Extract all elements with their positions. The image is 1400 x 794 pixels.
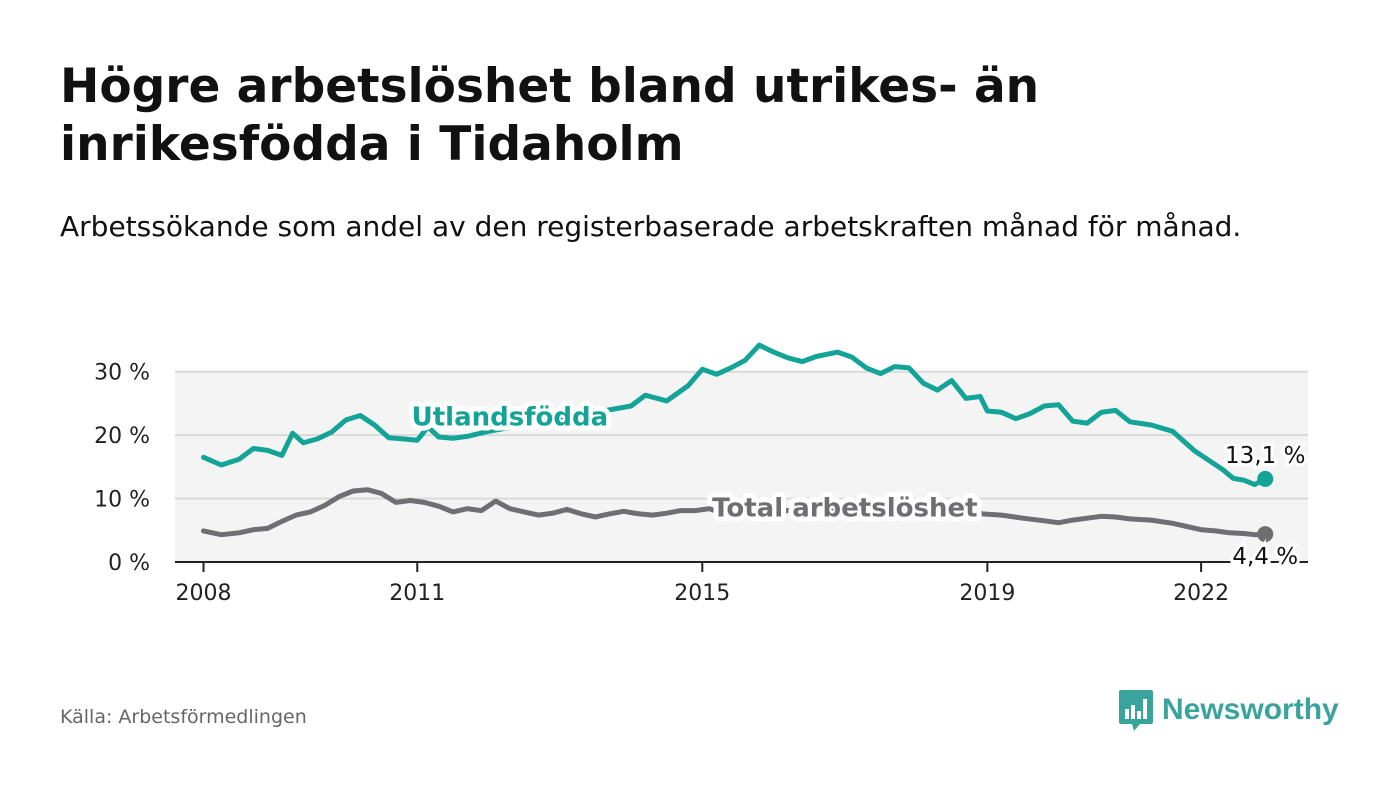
- series-label: Utlandsfödda: [412, 403, 609, 433]
- y-tick-label: 0 %: [108, 551, 150, 576]
- series-label: Total arbetslöshet: [712, 493, 977, 523]
- series-line-total: [201, 487, 1268, 538]
- range-band: [175, 371, 1308, 562]
- x-tick-label: 2019: [959, 581, 1015, 606]
- x-tick-label: 2011: [389, 581, 445, 606]
- y-tick-label: 30 %: [94, 361, 150, 386]
- chart-subtitle: Arbetssökande som andel av den registerb…: [60, 210, 1242, 243]
- brand-logo[interactable]: Newsworthy: [1118, 688, 1339, 732]
- x-tick-label: 2015: [674, 581, 730, 606]
- brand-name: Newsworthy: [1162, 693, 1339, 726]
- line-chart: 0 % 10 % 20 % 30 % 2008 2011 2015 2019 2022 Utl…: [94, 342, 1308, 606]
- series-end-label: 13,1 %: [1225, 443, 1305, 469]
- newsworthy-logo-icon: [1119, 690, 1153, 731]
- series-end-marker: [1257, 526, 1274, 543]
- x-tick-label: 2008: [176, 581, 232, 606]
- y-tick-label: 10 %: [94, 488, 150, 513]
- series-end-label: 4,4 %: [1232, 544, 1298, 570]
- source-note: Källa: Arbetsförmedlingen: [60, 706, 307, 728]
- chart-title: Högre arbetslöshet bland utrikes- än inr…: [60, 59, 1040, 172]
- series-line-utlandsfodda: [201, 342, 1268, 488]
- series-end-marker: [1257, 470, 1274, 487]
- x-tick-label: 2022: [1173, 581, 1229, 606]
- y-tick-label: 20 %: [94, 424, 150, 449]
